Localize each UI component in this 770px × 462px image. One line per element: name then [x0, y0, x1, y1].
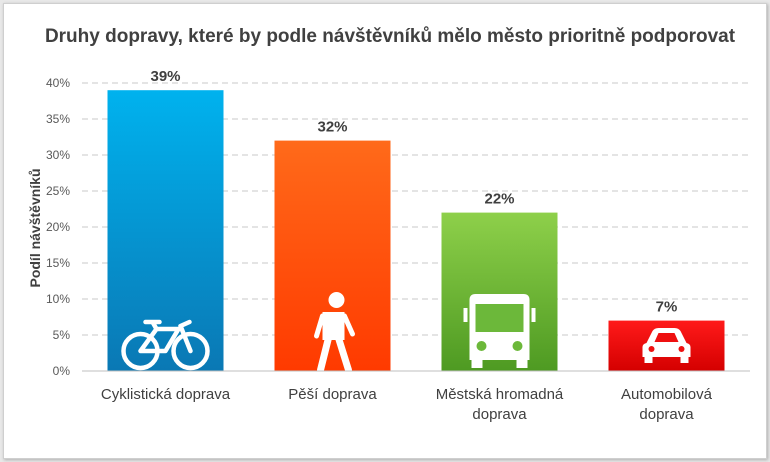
y-tick-label: 40%	[46, 76, 70, 90]
y-tick-label: 10%	[46, 292, 70, 306]
value-label: 7%	[656, 299, 678, 316]
value-label: 22%	[484, 191, 514, 208]
y-axis-label: Podíl návštěvníků	[27, 168, 43, 287]
category-label: Automobilová doprava	[621, 386, 713, 423]
bar	[107, 90, 224, 371]
category-label: Pěší doprava	[288, 386, 377, 403]
value-label: 32%	[317, 119, 347, 136]
bar-icons	[121, 292, 691, 374]
y-tick-label: 5%	[53, 328, 71, 342]
bars	[107, 90, 725, 371]
category-label: Městská hromadná doprava	[436, 386, 564, 423]
y-tick-label: 15%	[46, 256, 70, 270]
y-tick-label: 30%	[46, 148, 70, 162]
pedestrian-icon	[314, 292, 355, 374]
category-label: Cyklistická doprava	[101, 386, 231, 403]
chart-frame: Druhy dopravy, které by podle návštěvník…	[3, 3, 767, 459]
chart-title: Druhy dopravy, které by podle návštěvník…	[45, 26, 736, 47]
y-tick-label: 35%	[46, 112, 70, 126]
bus-icon	[463, 294, 536, 368]
y-tick-label: 0%	[53, 364, 71, 378]
y-tick-label: 20%	[46, 220, 70, 234]
bar-chart: Druhy dopravy, které by podle návštěvník…	[27, 26, 750, 423]
value-label: 39%	[150, 68, 180, 85]
y-axis-ticks: 0% 5% 10% 15% 20% 25% 30% 35% 40%	[46, 76, 70, 378]
bicycle-icon	[121, 319, 210, 371]
category-labels: Cyklistická doprava Pěší doprava Městská h…	[101, 386, 713, 423]
y-tick-label: 25%	[46, 184, 70, 198]
car-icon	[642, 328, 691, 363]
value-labels: 39% 32% 22% 7%	[150, 68, 677, 315]
